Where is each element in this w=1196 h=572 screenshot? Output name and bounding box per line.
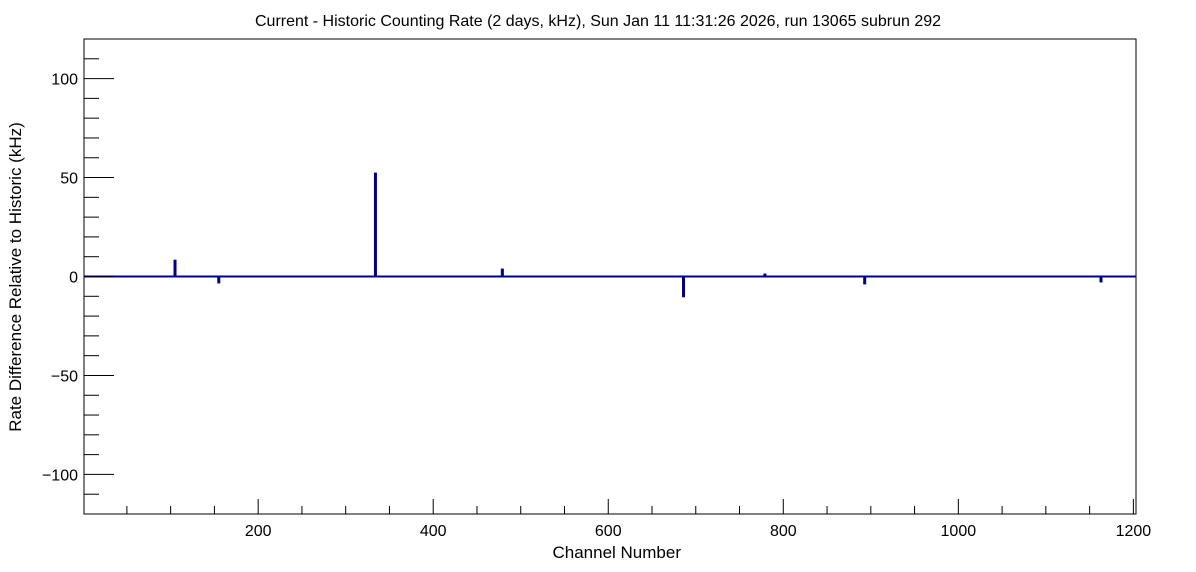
bar <box>863 276 867 285</box>
y-tick-label: 50 <box>60 171 78 188</box>
y-tick-label: −50 <box>51 368 78 385</box>
bar <box>763 273 767 277</box>
x-axis-label: Channel Number <box>552 543 681 562</box>
x-tick-label: 400 <box>420 523 447 540</box>
bar <box>500 268 504 277</box>
y-tick-label: −100 <box>42 467 78 484</box>
x-tick-label: 1200 <box>1116 523 1152 540</box>
x-tick-label: 1000 <box>941 523 977 540</box>
bar <box>173 259 177 277</box>
x-tick-label: 600 <box>595 523 622 540</box>
bar <box>373 172 377 277</box>
x-axis: 200 400 600 800 1000 1200 <box>126 499 1152 540</box>
data-bars <box>173 172 1103 298</box>
bar <box>1099 276 1103 283</box>
y-tick-label: 100 <box>51 72 78 89</box>
x-tick-label: 800 <box>770 523 797 540</box>
bar <box>217 276 221 284</box>
y-axis: −100 −50 0 50 100 <box>42 38 114 515</box>
x-tick-label: 200 <box>245 523 272 540</box>
y-axis-label: Rate Difference Relative to Historic (kH… <box>6 122 25 432</box>
bar <box>682 276 686 298</box>
chart-title: Current - Historic Counting Rate (2 days… <box>255 13 941 30</box>
y-tick-label: 0 <box>69 270 78 287</box>
